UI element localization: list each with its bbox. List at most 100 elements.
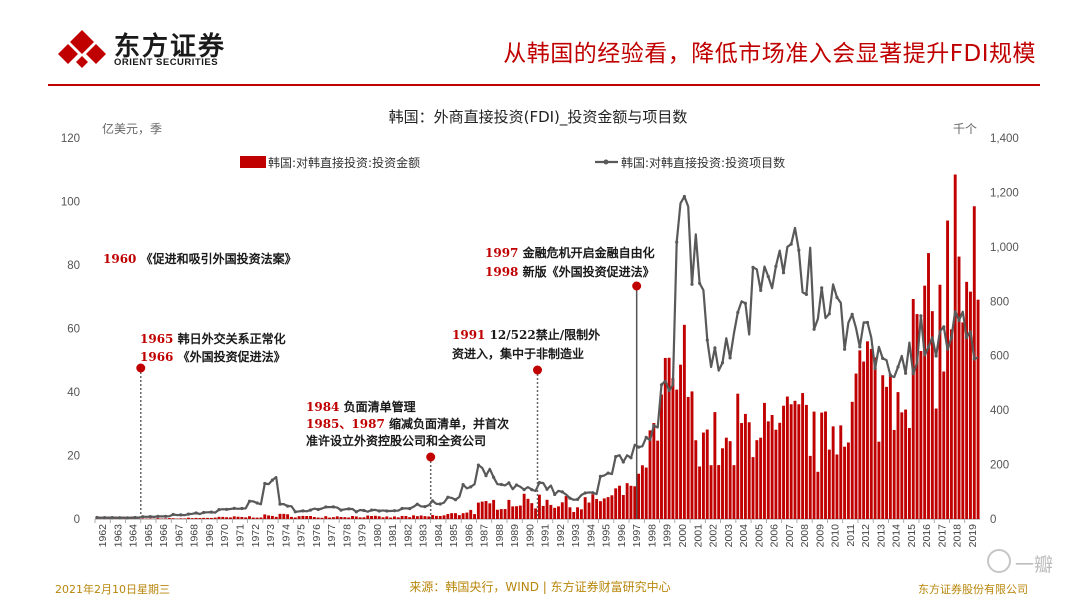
x-tick-label: 1979: [357, 524, 369, 548]
fdi-amount-bar: [927, 253, 930, 519]
project-count-point: [675, 240, 679, 244]
fdi-amount-bar: [366, 515, 370, 519]
fdi-amount-bar: [305, 516, 309, 519]
project-count-point: [766, 275, 770, 279]
fdi-amount-bar: [892, 429, 896, 519]
project-count-point: [606, 471, 610, 475]
project-count-point: [553, 492, 557, 497]
x-tick-label: 1984: [433, 524, 445, 548]
fdi-amount-bar: [843, 446, 847, 519]
fdi-amount-bar: [675, 389, 679, 519]
project-count-point: [156, 514, 160, 519]
fdi-amount-bar: [915, 314, 919, 519]
fdi-amount-bar: [694, 440, 698, 519]
legend-line-label: 韩国:对韩直接投资:投资项目数: [621, 155, 785, 170]
fdi-amount-bar: [793, 400, 797, 519]
fdi-amount-bar: [801, 393, 805, 519]
project-count-point: [957, 318, 961, 322]
project-count-point: [118, 516, 122, 520]
fdi-amount-bar: [621, 495, 625, 519]
x-tick-label: 1985: [448, 524, 460, 548]
fdi-amount-bar: [560, 502, 564, 519]
x-tick-label: 2014: [891, 524, 903, 548]
fdi-amount-bar: [614, 488, 618, 519]
fdi-amount-bar: [663, 357, 667, 519]
fdi-amount-bar: [381, 517, 385, 519]
annotation-line: 1960 《促进和吸引外国投资法案》: [103, 251, 297, 266]
fdi-amount-bar: [961, 322, 965, 519]
project-count-point: [270, 478, 274, 482]
project-count-point: [217, 508, 221, 512]
project-count-point: [469, 485, 473, 489]
x-tick-label: 2002: [708, 524, 720, 548]
legend-line-marker: [603, 159, 609, 165]
fdi-amount-bar: [629, 485, 633, 519]
fdi-amount-bar: [595, 498, 599, 519]
fdi-amount-bar: [370, 516, 374, 519]
fdi-amount-bar: [907, 427, 911, 519]
fdi-amount-bar: [228, 517, 232, 519]
fdi-amount-bar: [221, 516, 225, 519]
project-count-point: [247, 499, 252, 503]
x-tick-label: 1962: [97, 524, 109, 548]
fdi-amount-bar: [755, 440, 759, 519]
fdi-amount-bar: [156, 518, 160, 519]
project-count-point: [316, 507, 320, 512]
project-count-point: [682, 194, 687, 199]
x-tick-label: 1999: [662, 524, 674, 548]
project-count-point: [736, 310, 740, 315]
project-count-point: [293, 510, 297, 514]
annotation-line: 1985、1987 缩减负面清单，并首次: [306, 416, 509, 431]
project-count-point: [942, 325, 946, 329]
project-count-point: [362, 508, 366, 513]
fdi-amount-bar: [671, 378, 675, 519]
fdi-amount-bar: [686, 396, 690, 519]
project-count-point: [865, 320, 870, 325]
annotation-line: 1997 金融危机开启金融自由化: [485, 245, 655, 260]
fdi-amount-bar: [312, 517, 316, 519]
fdi-amount-bar: [225, 517, 229, 519]
project-count-point: [629, 456, 633, 460]
fdi-amount-bar: [373, 515, 377, 519]
x-tick-label: 2018: [952, 524, 964, 548]
project-count-point: [881, 356, 885, 360]
annotation-marker: [426, 452, 436, 462]
x-tick-label: 1963: [112, 524, 124, 548]
fdi-amount-bar: [557, 506, 560, 519]
project-count-point: [308, 508, 313, 512]
fdi-amount-bar: [164, 518, 168, 519]
annotation-line: 1984 负面清单管理: [306, 399, 416, 414]
fdi-amount-bar: [427, 516, 431, 519]
fdi-amount-bar: [820, 412, 824, 519]
fdi-amount-bar: [656, 440, 660, 519]
project-count-point: [827, 312, 831, 316]
fdi-amount-bar: [606, 497, 610, 519]
fdi-amount-bar: [618, 485, 621, 519]
fdi-amount-bar: [579, 509, 583, 519]
x-tick-label: 1968: [189, 524, 201, 548]
x-tick-label: 1989: [509, 524, 521, 548]
fdi-amount-bar: [351, 516, 354, 519]
fdi-amount-bar: [866, 341, 869, 519]
y-left-tick-label: 120: [61, 133, 80, 145]
fdi-amount-bar: [293, 517, 297, 519]
fdi-amount-bar: [389, 517, 393, 519]
fdi-amount-bar: [423, 516, 427, 519]
fdi-amount-bar: [789, 404, 793, 519]
fdi-amount-bar: [759, 437, 763, 519]
project-count-point: [202, 510, 206, 515]
fdi-amount-bar: [587, 502, 591, 519]
project-count-point: [873, 367, 877, 371]
x-tick-label: 2013: [875, 524, 887, 548]
header-divider: [48, 84, 1040, 86]
fdi-amount-bar: [690, 391, 694, 519]
project-count-point: [843, 347, 847, 351]
fdi-amount-bar: [518, 505, 522, 519]
fdi-amount-bar: [831, 426, 835, 519]
x-tick-label: 1994: [585, 524, 597, 548]
project-count-point: [438, 502, 442, 506]
fdi-amount-bar: [701, 432, 705, 519]
x-tick-label: 1973: [265, 524, 277, 548]
x-tick-label: 2010: [830, 524, 842, 548]
project-count-point: [514, 483, 519, 487]
